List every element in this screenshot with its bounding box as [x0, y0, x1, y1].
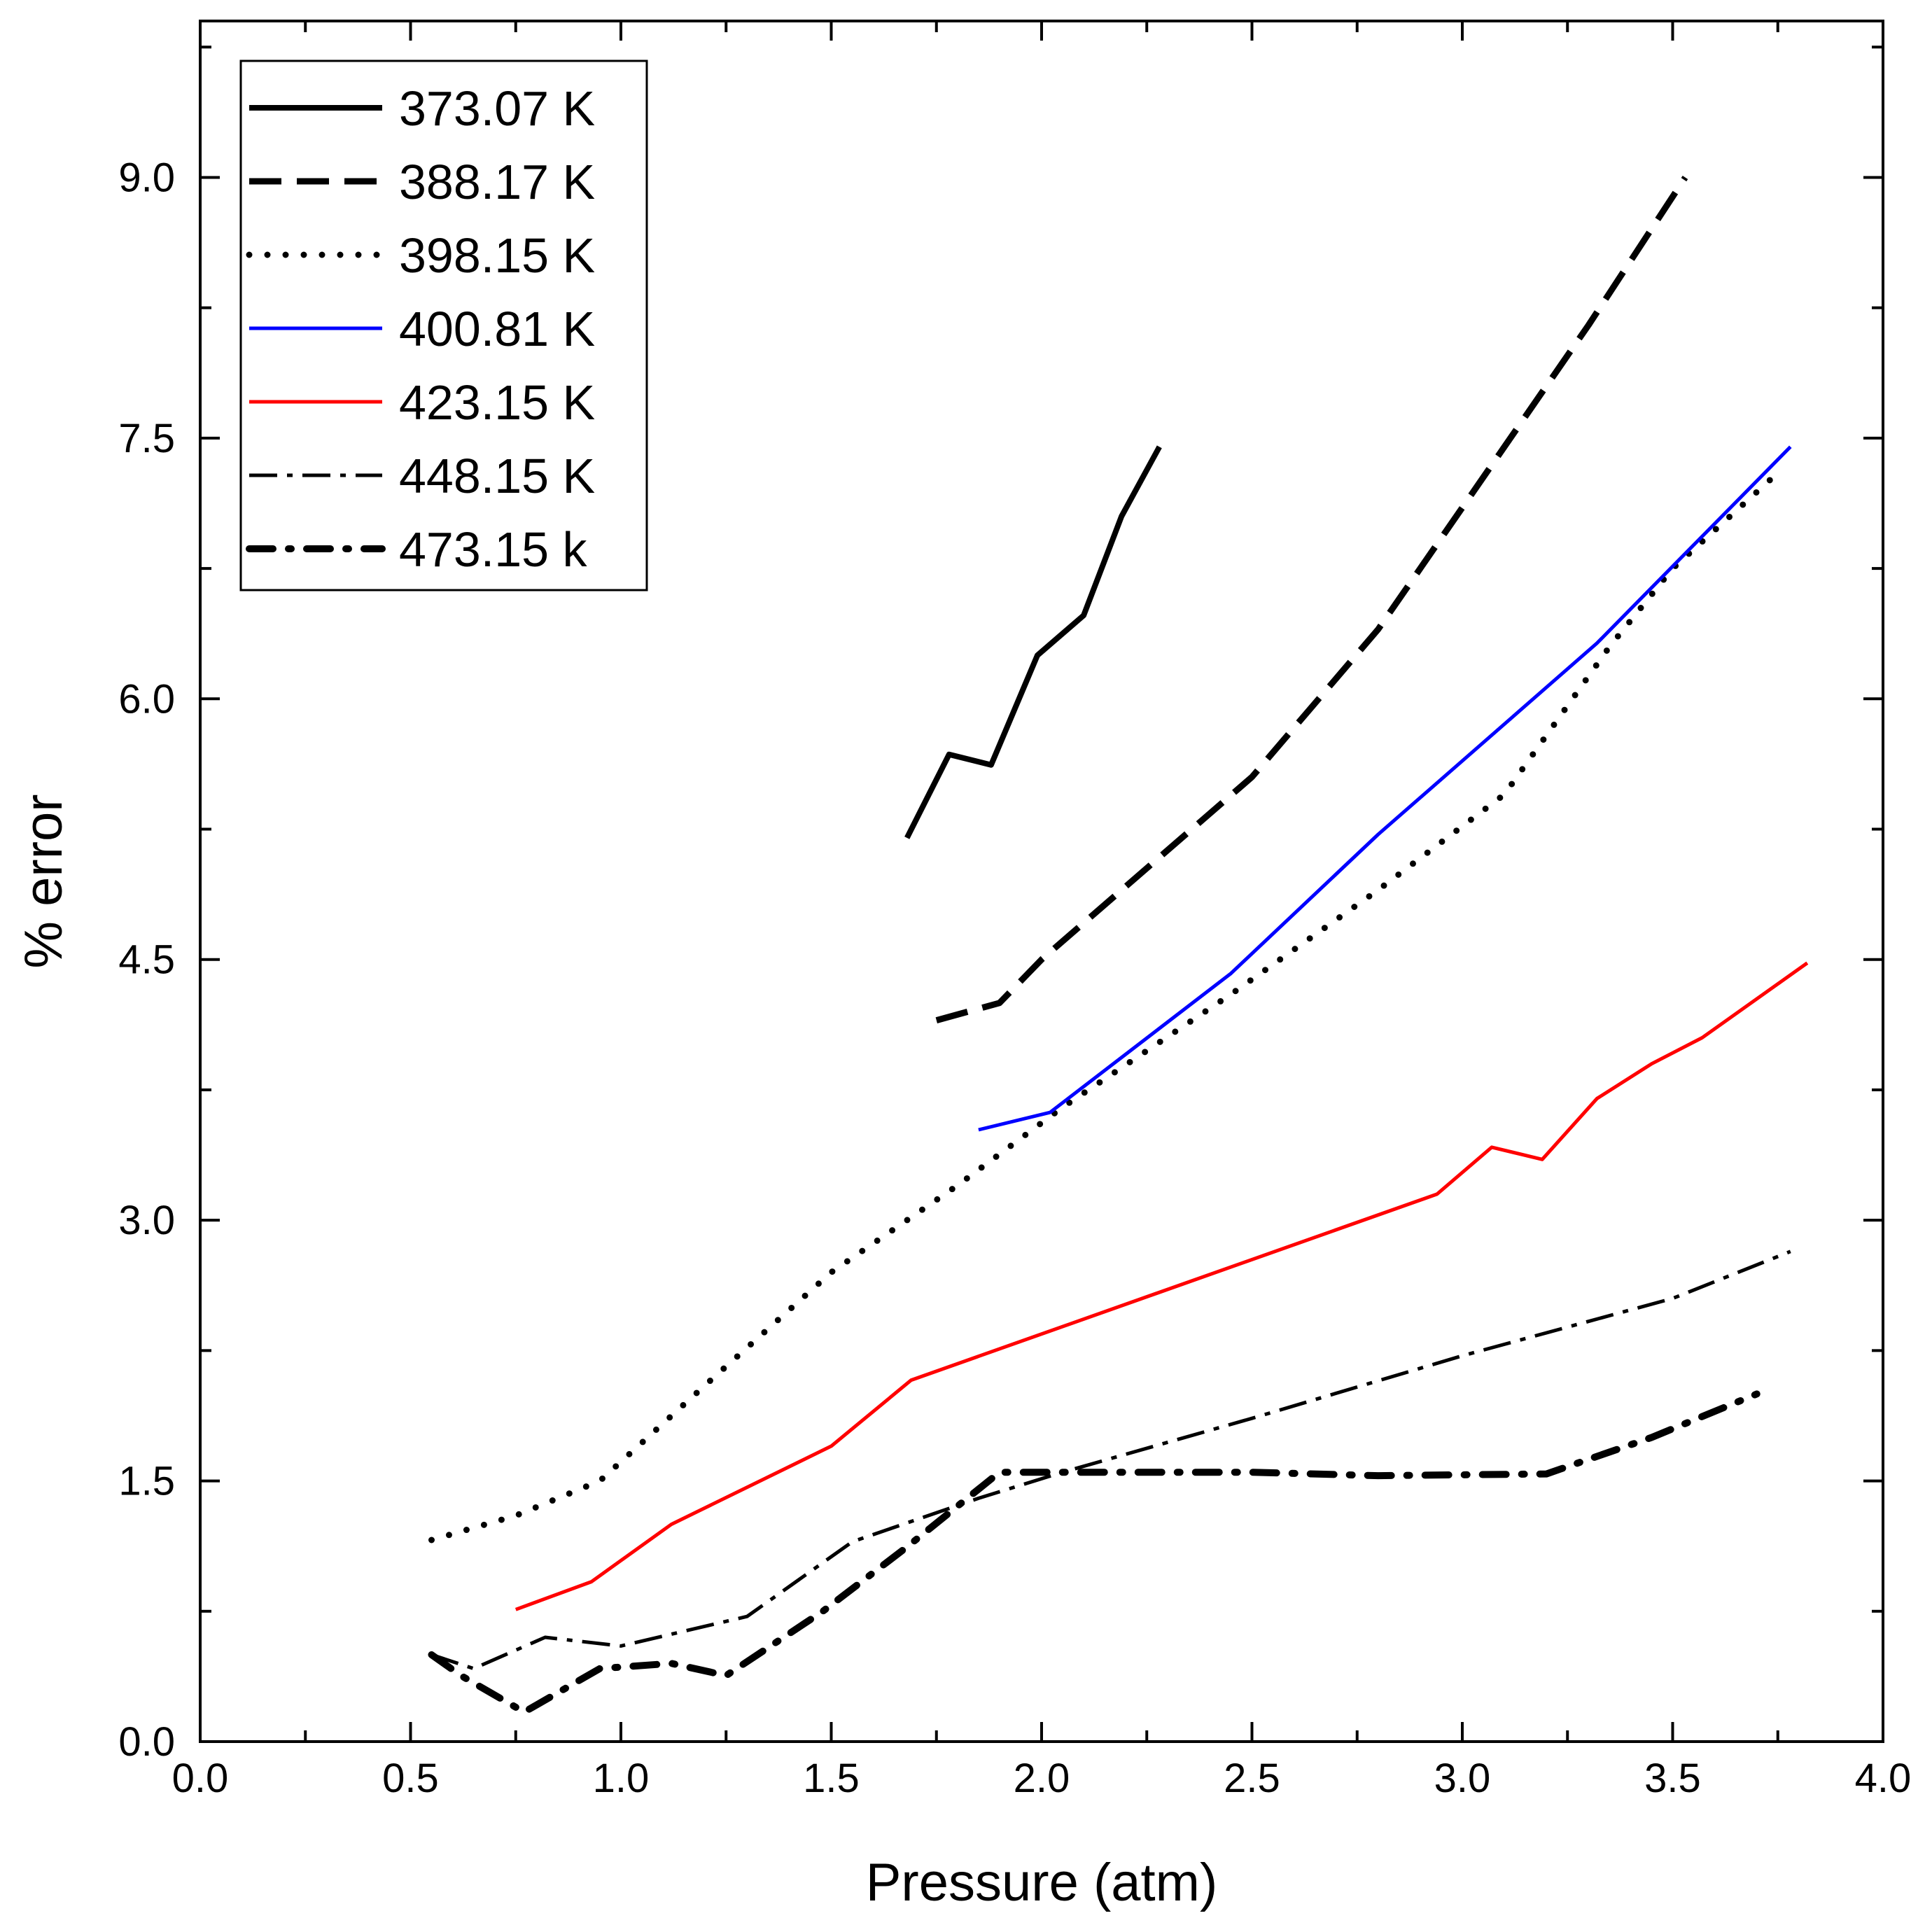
x-tick-label: 0.0: [172, 1756, 229, 1801]
series-group: [428, 176, 1809, 1716]
x-axis-title: Pressure (atm): [866, 1853, 1218, 1912]
x-tick-label: 2.5: [1224, 1756, 1280, 1801]
y-tick-labels: 0.0 1.5 3.0 4.5 6.0 7.5 9.0: [118, 155, 175, 1765]
y-tick-label: 0.0: [118, 1719, 175, 1765]
legend-label-5: 448.15 K: [399, 449, 595, 503]
series-line-0: [904, 445, 1162, 839]
legend-label-1: 388.17 K: [399, 155, 595, 209]
x-tick-label: 0.5: [382, 1756, 439, 1801]
series-line-4: [514, 961, 1809, 1611]
x-tick-labels: 0.0 0.5 1.0 1.5 2.0 2.5 3.0 3.5 4.0: [172, 1756, 1912, 1801]
x-tick-label: 3.0: [1434, 1756, 1491, 1801]
y-tick-label: 9.0: [118, 155, 175, 200]
series-line-1: [935, 176, 1688, 1023]
x-tick-label: 4.0: [1855, 1756, 1912, 1801]
x-tick-label: 1.0: [593, 1756, 650, 1801]
x-tick-label: 1.5: [803, 1756, 860, 1801]
series-line-5: [430, 1250, 1791, 1671]
legend-box: [239, 59, 648, 592]
axis-ticks: [199, 21, 1884, 1743]
legend-label-4: 423.15 K: [399, 375, 595, 430]
y-tick-label: 7.5: [118, 416, 175, 461]
series-line-3: [978, 445, 1792, 1132]
y-tick-label: 3.0: [118, 1198, 175, 1243]
y-tick-label: 1.5: [118, 1459, 175, 1504]
y-axis-title: % error: [14, 794, 74, 968]
y-tick-label: 4.5: [118, 937, 175, 983]
x-tick-label: 2.0: [1014, 1756, 1070, 1801]
legend-label-0: 373.07 K: [399, 81, 595, 136]
legend-label-3: 400.81 K: [399, 302, 595, 356]
legend-label-6: 473.15 k: [399, 522, 588, 577]
x-tick-label: 3.5: [1644, 1756, 1701, 1801]
series-line-6: [428, 1390, 1760, 1716]
legend-label-2: 398.15 K: [399, 228, 595, 283]
y-tick-label: 6.0: [118, 676, 175, 722]
legend: 373.07 K 388.17 K 398.15 K 400.81 K 423.15 K…: [239, 59, 648, 592]
